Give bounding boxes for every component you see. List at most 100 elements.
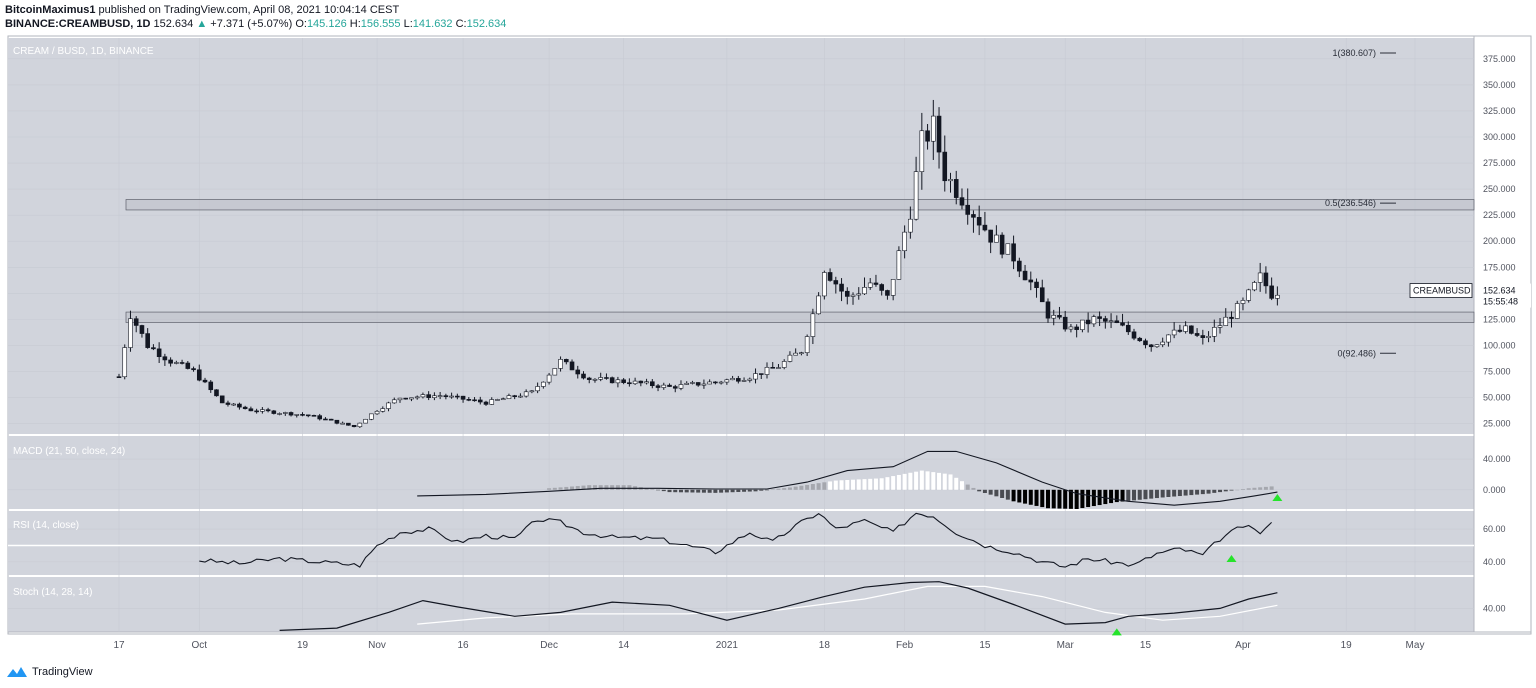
candle-down (885, 290, 890, 296)
tradingview-brand[interactable]: TradingView (6, 666, 93, 678)
candle-down (1062, 316, 1068, 330)
macd-histogram-bar (879, 478, 884, 490)
last-price-value: 152.634 (1483, 286, 1516, 296)
y-tick-label: 40.00 (1483, 557, 1506, 567)
candle-up (862, 287, 867, 295)
candle-down (1085, 319, 1091, 325)
candle-up (776, 367, 781, 369)
y-tick-label: 25.000 (1483, 419, 1511, 429)
candle-down (1045, 301, 1051, 319)
candle-down (942, 151, 948, 182)
candle-up (437, 395, 443, 397)
macd-histogram-bar (873, 478, 878, 490)
candle-up (592, 378, 598, 381)
candle-up (948, 179, 953, 182)
macd-histogram-bar (1091, 489, 1096, 507)
candle-down (879, 284, 884, 291)
x-tick-label: 15 (979, 640, 991, 651)
candle-down (936, 115, 942, 153)
candle-up (1211, 327, 1217, 337)
candle-up (518, 395, 523, 398)
author-name[interactable]: BitcoinMaximus1 (5, 4, 96, 16)
candle-up (994, 234, 999, 243)
macd-histogram-bar (592, 485, 597, 490)
candle-up (931, 115, 936, 142)
macd-histogram-bar (1263, 486, 1268, 490)
candle-up (1217, 325, 1223, 328)
macd-histogram-bar (1166, 489, 1171, 497)
fib-level-label: 0(92.486) (1337, 348, 1376, 358)
macd-histogram-bar (896, 474, 901, 490)
macd-histogram-bar (552, 487, 557, 490)
candle-down (971, 214, 976, 218)
candle-up (816, 295, 821, 315)
macd-histogram-bar (908, 472, 913, 490)
y-tick-label: 275.000 (1483, 158, 1516, 168)
candle-down (242, 406, 248, 410)
candle-up (867, 282, 873, 288)
candle-up (890, 279, 896, 296)
candle-down (839, 283, 844, 292)
candle-down (512, 395, 517, 397)
candle-down (265, 409, 271, 412)
candle-down (191, 368, 196, 371)
candle-down (145, 333, 150, 348)
up-arrow-icon: ▲ (196, 18, 208, 30)
candle-down (1269, 285, 1274, 299)
macd-histogram-bar (1034, 489, 1039, 506)
macd-histogram-bar (661, 489, 666, 492)
candle-down (1143, 340, 1148, 346)
candle-down (323, 418, 328, 421)
candle-down (1177, 329, 1183, 332)
candle-up (552, 368, 558, 376)
macd-histogram-bar (1218, 489, 1223, 493)
candle-down (621, 379, 626, 383)
macd-histogram-bar (747, 489, 752, 492)
candle-up (1252, 282, 1257, 291)
candle-up (804, 336, 810, 353)
macd-histogram-bar (1160, 489, 1165, 498)
candle-down (965, 204, 971, 215)
rsi-label: RSI (14, close) (13, 520, 79, 531)
macd-histogram-bar (1246, 488, 1251, 490)
chart-canvas[interactable]: 1(380.607) 0.5(236.546) 0(92.486) 17 Oct 19 N… (0, 0, 1536, 660)
candle-up (1091, 316, 1097, 325)
candle-down (976, 217, 982, 226)
macd-histogram-bar (759, 489, 764, 491)
support-zone (125, 199, 1475, 211)
candle-down (328, 418, 334, 421)
last-price: 152.634 (153, 18, 194, 30)
macd-histogram-bar (1023, 489, 1028, 504)
x-tick-label: 19 (297, 640, 309, 651)
candle-down (609, 377, 615, 384)
candle-down (305, 414, 311, 417)
macd-histogram-bar (1177, 489, 1182, 497)
candle-down (214, 389, 219, 397)
candle-down (151, 347, 156, 350)
candle-down (736, 378, 741, 382)
low-label: L: (403, 18, 413, 30)
candle-up (1240, 300, 1246, 304)
price-tag-box (1409, 283, 1473, 298)
publish-info: BitcoinMaximus1 published on TradingView… (5, 4, 399, 16)
macd-histogram-bar (845, 479, 850, 490)
buy-signal-arrow-icon (1272, 494, 1283, 501)
candle-down (1148, 344, 1154, 348)
candle-down (1263, 272, 1269, 287)
candle-up (449, 395, 454, 398)
macd-histogram-bar (1074, 489, 1079, 509)
candle-up (363, 418, 368, 424)
macd-histogram-bar (765, 489, 769, 491)
fib-level-label: 0.5(236.546) (1325, 198, 1376, 208)
candle-down (581, 373, 586, 379)
macd-histogram-bar (1114, 489, 1119, 503)
candle-down (311, 415, 317, 417)
candle-down (844, 290, 850, 297)
macd-histogram-bar (822, 482, 827, 490)
candle-down (650, 381, 655, 387)
macd-histogram-bar (828, 481, 833, 490)
candle-up (678, 384, 684, 389)
candle-down (758, 373, 764, 375)
y-tick-label: 75.000 (1483, 366, 1511, 376)
candle-up (753, 373, 758, 380)
